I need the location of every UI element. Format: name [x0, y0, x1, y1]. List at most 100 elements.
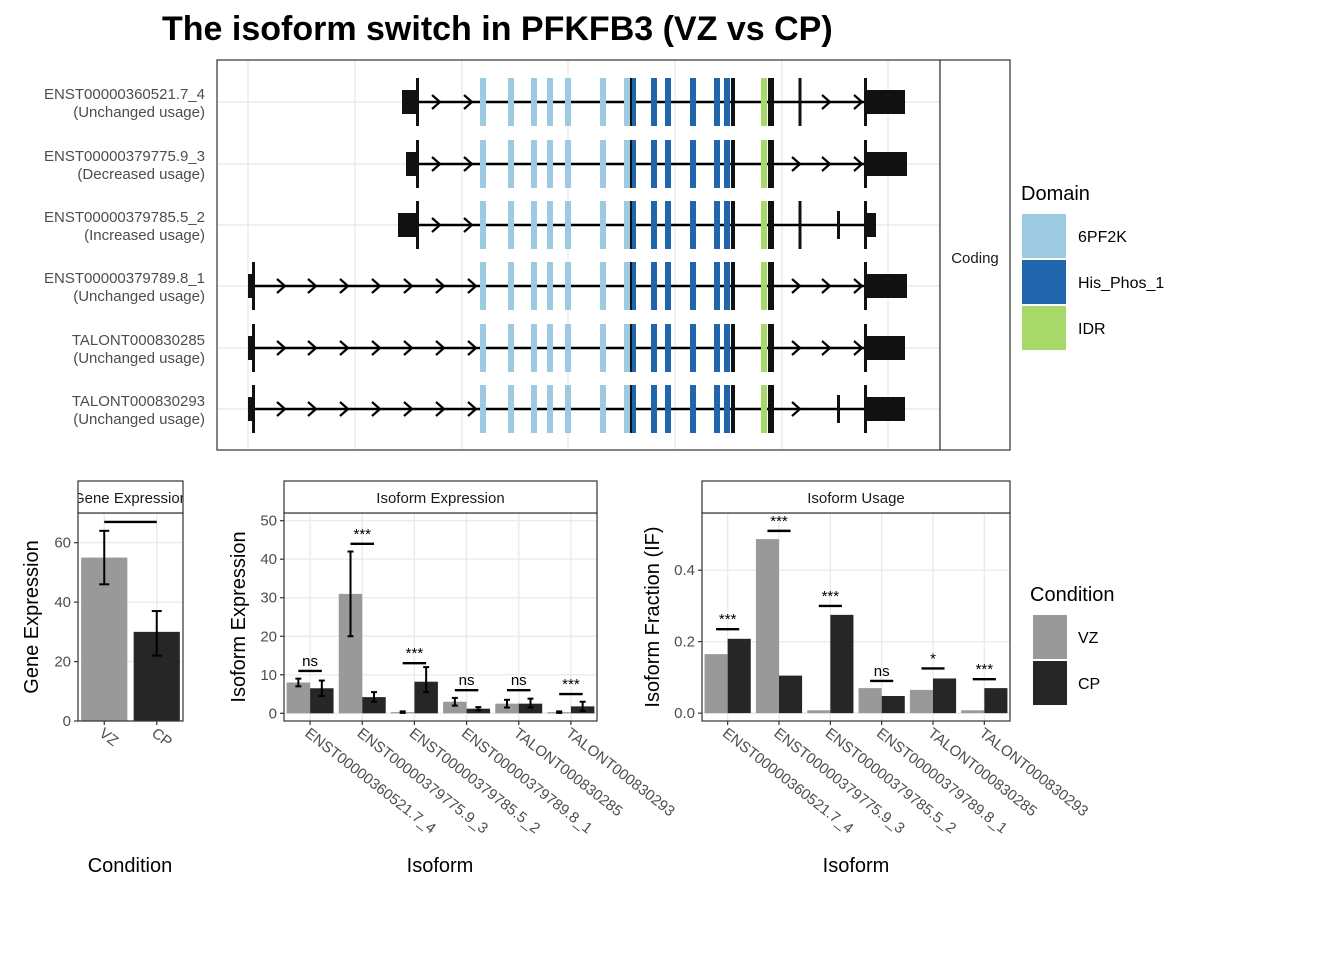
- domain-exon: [531, 140, 537, 188]
- domain-legend-title: Domain: [1021, 183, 1090, 205]
- domain-exon: [480, 140, 486, 188]
- stop-exon: [864, 140, 867, 188]
- domain-exon: [630, 201, 636, 249]
- significance-label: ***: [976, 661, 994, 678]
- domain-exon: [508, 201, 514, 249]
- intron-direction-arrow: [463, 156, 474, 172]
- figure-title: The isoform switch in PFKFB3 (VZ vs CP): [162, 10, 833, 48]
- y-tick-label: 20: [260, 628, 277, 645]
- start-exon: [252, 385, 255, 433]
- isoform-usage-label: (Decreased usage): [77, 166, 205, 183]
- domain-legend-label: IDR: [1078, 321, 1106, 338]
- bar-vz: [909, 689, 933, 714]
- significance-label: ***: [562, 676, 580, 693]
- domain-exon: [761, 262, 767, 310]
- domain-exon: [508, 140, 514, 188]
- utr-exon: [866, 397, 905, 421]
- domain-exon: [600, 262, 606, 310]
- domain-exon: [651, 201, 657, 249]
- domain-exon: [714, 140, 720, 188]
- bar-vz: [755, 539, 779, 714]
- utr-exon: [866, 213, 876, 237]
- intron-direction-arrow: [463, 94, 474, 110]
- coding-exon: [837, 395, 840, 423]
- isoform-usage-label: (Unchanged usage): [73, 350, 205, 367]
- utr-exon: [406, 152, 418, 176]
- domain-exon: [624, 78, 630, 126]
- domain-exon: [531, 385, 537, 433]
- significance-label: *: [930, 650, 936, 667]
- intron-direction-arrow: [371, 340, 382, 356]
- utr-exon: [866, 90, 905, 114]
- domain-exon: [690, 78, 696, 126]
- domain-exon: [565, 324, 571, 372]
- facet-strip: [283, 480, 598, 514]
- domain-exon: [624, 324, 630, 372]
- domain-exon: [651, 324, 657, 372]
- y-tick-label: 40: [54, 594, 71, 611]
- intron-direction-arrow: [307, 340, 318, 356]
- bar-cp: [362, 697, 386, 714]
- intron-direction-arrow: [403, 401, 414, 417]
- y-tick-label: 20: [54, 654, 71, 671]
- bar-vz: [961, 710, 985, 714]
- domain-exon: [480, 78, 486, 126]
- isoform-id-label: ENST00000379775.9_3: [44, 148, 205, 165]
- domain-exon: [624, 262, 630, 310]
- domain-exon: [547, 201, 553, 249]
- y-tick-label: 0.0: [674, 705, 695, 722]
- domain-exon: [565, 262, 571, 310]
- intron-direction-arrow: [791, 156, 802, 172]
- isoform-usage-label: (Increased usage): [84, 227, 205, 244]
- coding-exon: [837, 211, 840, 239]
- domain-exon: [565, 385, 571, 433]
- coding-exon: [768, 78, 774, 126]
- y-tick-label: 0: [269, 705, 277, 722]
- domain-exon: [724, 385, 730, 433]
- domain-exon: [600, 201, 606, 249]
- intron-direction-arrow: [403, 340, 414, 356]
- domain-exon: [714, 324, 720, 372]
- coding-exon: [630, 201, 632, 249]
- intron-direction-arrow: [853, 156, 864, 172]
- domain-exon: [630, 262, 636, 310]
- plot-background: [284, 513, 597, 721]
- domain-exon: [600, 78, 606, 126]
- domain-exon: [665, 78, 671, 126]
- stop-exon: [864, 385, 867, 433]
- bar-cp: [779, 675, 803, 714]
- bar-cp: [881, 695, 905, 714]
- domain-exon: [724, 201, 730, 249]
- y-tick-label: 10: [260, 667, 277, 684]
- start-exon: [416, 201, 419, 249]
- domain-exon: [690, 140, 696, 188]
- domain-exon: [761, 324, 767, 372]
- domain-legend-swatch: [1022, 306, 1066, 350]
- domain-exon: [651, 385, 657, 433]
- start-exon: [416, 78, 419, 126]
- domain-exon: [547, 324, 553, 372]
- domain-exon: [651, 78, 657, 126]
- significance-label: ns: [302, 653, 318, 670]
- domain-legend-label: His_Phos_1: [1078, 275, 1164, 292]
- utr-exon: [866, 336, 905, 360]
- condition-legend-title: Condition: [1030, 584, 1115, 606]
- coding-exon: [630, 78, 632, 126]
- coding-exon: [630, 140, 632, 188]
- coding-exon: [630, 262, 632, 310]
- significance-label: ***: [719, 611, 737, 628]
- y-tick-label: 0.4: [674, 562, 695, 579]
- x-tick-label: VZ: [96, 725, 122, 750]
- utr-exon: [248, 274, 254, 298]
- domain-exon: [480, 262, 486, 310]
- isoform-track-5: [248, 324, 905, 372]
- coding-exon: [731, 262, 735, 310]
- stop-exon: [864, 201, 867, 249]
- intron-direction-arrow: [853, 94, 864, 110]
- significance-label: ns: [874, 663, 890, 680]
- y-tick-label: 0.2: [674, 634, 695, 651]
- domain-exon: [724, 140, 730, 188]
- coding-strip: [939, 59, 1011, 451]
- domain-exon: [531, 262, 537, 310]
- isoform-track-3: [398, 201, 876, 249]
